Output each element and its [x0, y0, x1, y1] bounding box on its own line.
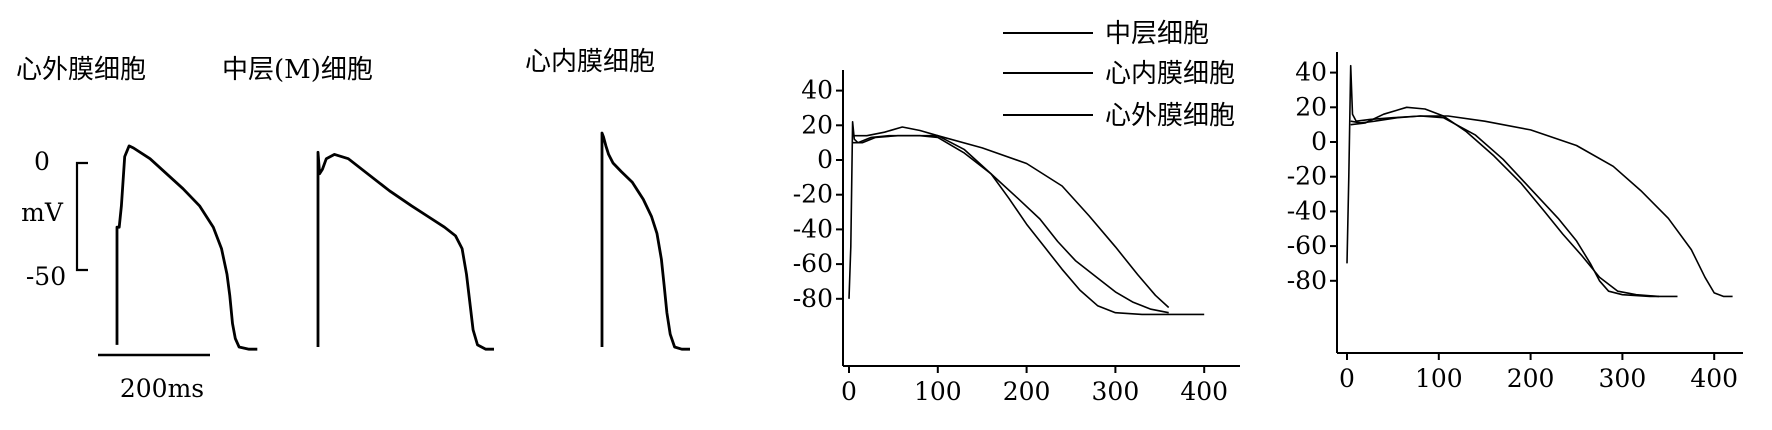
- y-tick-label: -20: [793, 180, 833, 209]
- panel-1-lines: [848, 121, 1205, 316]
- x-tick-label: 100: [1415, 364, 1463, 393]
- y-tick-label: 0: [1311, 127, 1327, 156]
- scale-label-unit: mV: [21, 198, 64, 227]
- y-tick-label: 20: [1295, 92, 1327, 121]
- x-tick-label: 300: [1599, 364, 1647, 393]
- scale-label-zero: 0: [34, 147, 50, 176]
- series-line-2: [1350, 115, 1678, 298]
- series-line-3: [1350, 106, 1660, 298]
- trace-label-m-cell: 中层(M)细胞: [222, 55, 373, 85]
- y-tick-label: 40: [801, 76, 833, 105]
- trace-line-3: [600, 131, 690, 351]
- x-tick-label: 300: [1092, 377, 1140, 406]
- legend-label-endocardial: 心内膜细胞: [1105, 59, 1235, 89]
- voltage-scale-bar: [75, 161, 88, 272]
- legend-label-epicardial: 心外膜细胞: [1105, 101, 1235, 131]
- x-tick-label: 400: [1180, 377, 1228, 406]
- trace-line-1: [115, 144, 258, 351]
- y-tick-label: -40: [1287, 196, 1327, 225]
- series-line-3: [852, 126, 1205, 316]
- traces-panel: 心外膜细胞 中层(M)细胞 心内膜细胞 0 mV -50 200ms: [16, 47, 690, 403]
- y-tick-label: 40: [1295, 58, 1327, 87]
- x-tick-label: 400: [1690, 364, 1738, 393]
- trace-lines: [115, 131, 690, 351]
- y-tick-label: -20: [1287, 162, 1327, 191]
- trace-line-2: [316, 150, 494, 351]
- scale-label-minus50: -50: [26, 262, 66, 291]
- trace-label-endocardial: 心内膜细胞: [525, 47, 655, 77]
- series-line-2: [852, 134, 1169, 314]
- legend: 中层细胞 心内膜细胞 心外膜细胞: [1003, 19, 1235, 131]
- legend-label-m-cell: 中层细胞: [1105, 19, 1209, 49]
- y-tick-label: -80: [793, 284, 833, 313]
- y-tick-label: 0: [817, 145, 833, 174]
- x-tick-label: 0: [841, 377, 857, 406]
- x-tick-label: 0: [1339, 364, 1355, 393]
- y-tick-label: -40: [793, 214, 833, 243]
- trace-label-epicardial: 心外膜细胞: [16, 55, 146, 85]
- y-tick-label: 20: [801, 110, 833, 139]
- y-tick-label: -60: [793, 249, 833, 278]
- panel-2-lines: [1346, 64, 1733, 298]
- time-scale-label: 200ms: [120, 374, 204, 403]
- x-tick-label: 200: [1507, 364, 1555, 393]
- y-tick-label: -80: [1287, 266, 1327, 295]
- y-tick-label: -60: [1287, 231, 1327, 260]
- x-tick-label: 200: [1003, 377, 1051, 406]
- series-line-1: [1346, 64, 1733, 298]
- x-tick-label: 100: [914, 377, 962, 406]
- series-line-1: [848, 121, 1170, 309]
